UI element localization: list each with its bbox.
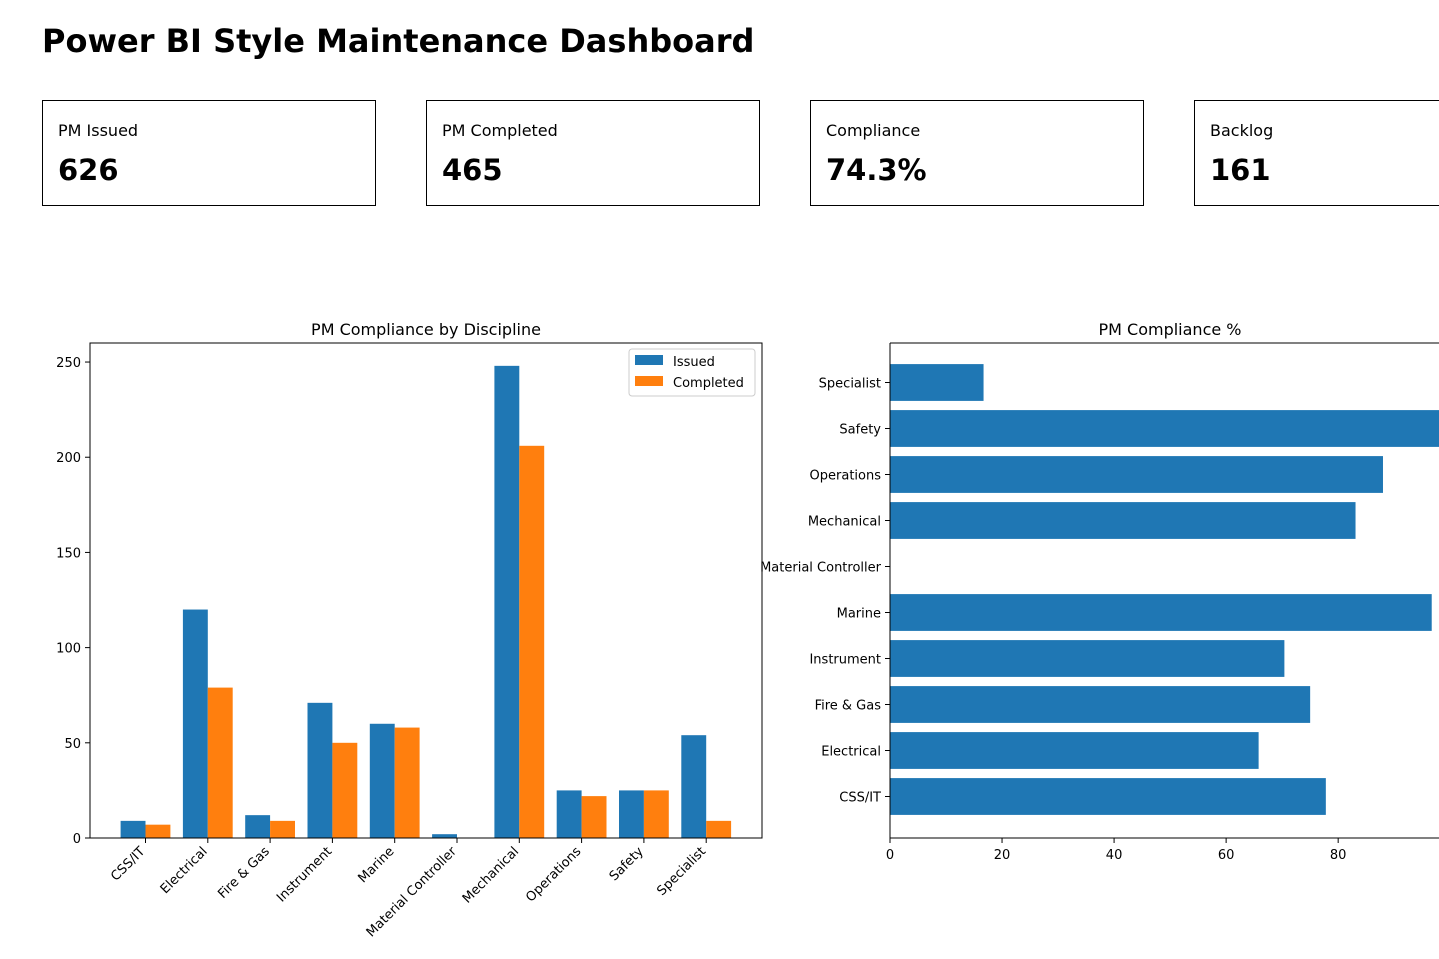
y-tick-label: Operations	[810, 469, 882, 484]
bar-issued	[556, 790, 582, 838]
x-tick-label: Operations	[523, 844, 584, 905]
x-tick-label: Marine	[356, 844, 398, 886]
bar-completed	[145, 824, 171, 838]
bar-completed	[581, 796, 607, 838]
y-tick-label: 50	[64, 737, 81, 752]
legend-swatch-issued	[635, 355, 663, 365]
y-tick-label: Mechanical	[808, 515, 881, 530]
x-tick-label: Electrical	[158, 844, 211, 897]
kpi-label: Compliance	[826, 121, 921, 140]
x-tick-label: 0	[886, 848, 894, 863]
y-tick-label: 200	[56, 451, 81, 466]
legend-label-issued: Issued	[673, 355, 715, 370]
x-tick-label: CSS/IT	[108, 844, 148, 884]
bar-issued	[120, 820, 146, 838]
x-tick-label: Safety	[607, 844, 647, 884]
bar-compliance	[890, 502, 1356, 539]
bar-issued	[432, 834, 457, 838]
y-tick-label: 150	[56, 546, 81, 561]
bar-completed	[519, 445, 545, 838]
y-tick-label: Electrical	[821, 745, 881, 760]
bar-compliance	[890, 594, 1432, 631]
kpi-label: Backlog	[1210, 121, 1274, 140]
kpi-card-pm-issued: PM Issued 626	[42, 100, 376, 206]
bar-completed	[394, 727, 420, 838]
y-tick-label: 100	[56, 642, 81, 657]
bar-completed	[643, 790, 669, 838]
bar-completed	[706, 820, 732, 838]
y-tick-label: Fire & Gas	[815, 699, 882, 714]
kpi-value: 161	[1210, 153, 1271, 187]
y-tick-label: Marine	[837, 607, 881, 622]
kpi-card-backlog: Backlog 161	[1194, 100, 1439, 206]
dashboard-title: Power BI Style Maintenance Dashboard	[42, 22, 755, 60]
bar-completed	[270, 820, 295, 838]
y-tick-label: 0	[73, 832, 81, 847]
bar-issued	[681, 735, 707, 838]
legend-swatch-completed	[635, 376, 663, 386]
x-tick-label: 60	[1218, 848, 1235, 863]
bar-compliance	[890, 640, 1285, 677]
legend-label-completed: Completed	[673, 376, 744, 391]
y-tick-label: Specialist	[819, 377, 881, 392]
bar-issued	[369, 723, 395, 838]
x-tick-label: Specialist	[654, 844, 709, 899]
kpi-label: PM Completed	[442, 121, 558, 140]
x-tick-label: Mechanical	[460, 844, 522, 906]
plot-frame	[89, 342, 763, 839]
y-tick-label: Material Controller	[760, 561, 882, 576]
x-tick-label: 20	[994, 848, 1011, 863]
chart-title: PM Compliance by Discipline	[311, 320, 541, 339]
bar-completed	[207, 687, 233, 838]
bar-compliance	[890, 456, 1383, 493]
y-tick-label: Safety	[839, 423, 881, 438]
bar-compliance	[890, 364, 984, 401]
bar-compliance	[890, 410, 1439, 447]
kpi-value: 74.3%	[826, 153, 927, 187]
kpi-label: PM Issued	[58, 121, 139, 140]
x-tick-label: 40	[1106, 848, 1123, 863]
x-tick-label: Fire & Gas	[215, 844, 273, 902]
y-tick-label: 250	[56, 356, 81, 371]
bar-issued	[182, 609, 208, 838]
chart-title: PM Compliance %	[1098, 320, 1241, 339]
bar-issued	[619, 790, 644, 838]
y-tick-label: CSS/IT	[839, 791, 881, 806]
bar-completed	[332, 742, 358, 838]
bar-issued	[307, 702, 333, 838]
bar-issued	[245, 815, 271, 838]
kpi-card-compliance: Compliance 74.3%	[810, 100, 1144, 206]
bar-compliance	[890, 732, 1259, 769]
bar-issued	[494, 365, 520, 838]
bar-compliance	[890, 778, 1326, 815]
x-tick-label: Instrument	[274, 844, 335, 905]
kpi-value: 626	[58, 153, 119, 187]
bar-compliance	[890, 686, 1311, 723]
kpi-card-pm-completed: PM Completed 465	[426, 100, 760, 206]
x-tick-label: 80	[1330, 848, 1347, 863]
kpi-value: 465	[442, 153, 503, 187]
y-tick-label: Instrument	[809, 653, 881, 668]
